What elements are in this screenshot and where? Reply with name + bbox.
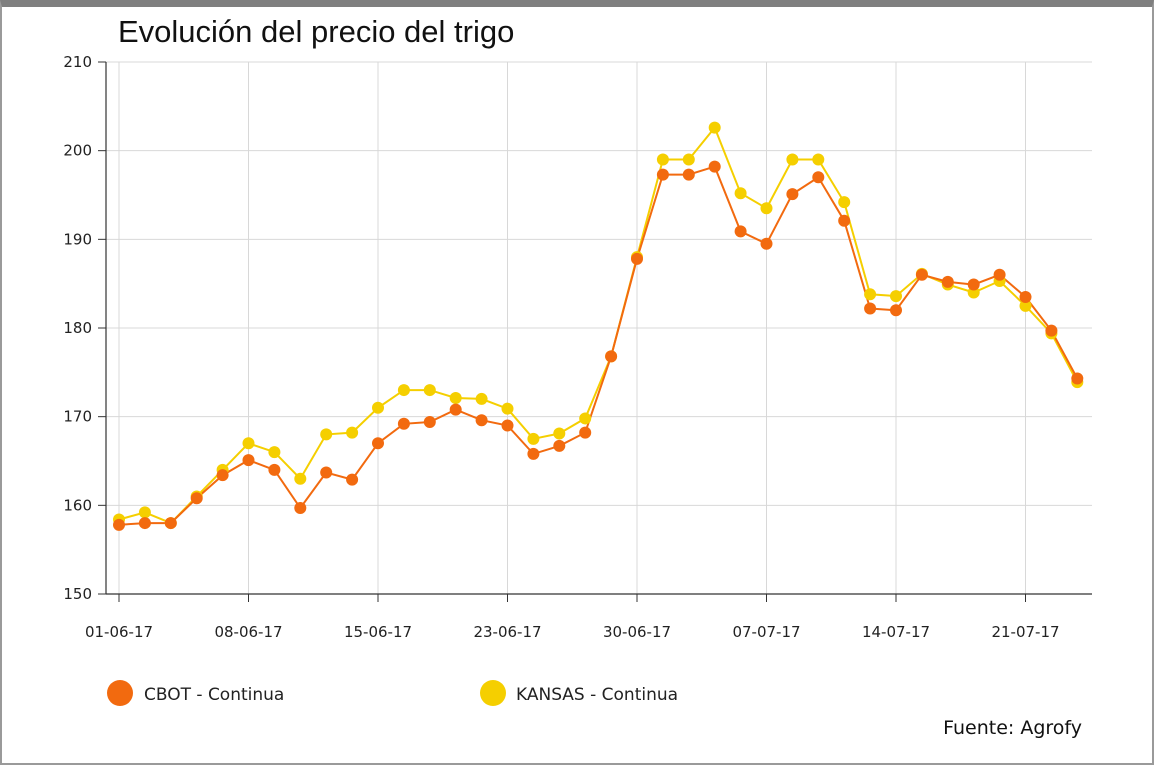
data-point-cbot [890,304,902,317]
data-point-cbot [294,501,307,514]
series-line-kansas [118,125,1079,525]
data-point-cbot [475,414,488,427]
data-point-kansas [553,427,566,440]
x-tick-label: 01-06-17 [85,623,153,641]
data-point-cbot [268,463,281,476]
data-point-cbot [553,439,566,452]
y-tick-label: 200 [63,142,92,160]
data-point-cbot [1019,290,1032,303]
data-point-cbot [734,225,747,238]
data-point-kansas [786,153,799,166]
data-point-cbot [605,350,618,363]
data-point-cbot [993,268,1006,281]
data-point-kansas [812,153,825,166]
data-point-cbot [397,417,410,430]
y-tick-label: 170 [63,408,92,426]
data-point-cbot [941,275,954,288]
data-point-cbot [838,214,851,227]
data-point-kansas [242,437,255,450]
x-tick-label: 15-06-17 [344,623,412,641]
data-point-kansas [397,384,410,397]
data-point-kansas [346,426,359,439]
data-point-cbot [967,278,980,291]
y-tick-label: 160 [63,496,92,514]
x-tick-label: 23-06-17 [473,623,541,641]
data-point-kansas [423,384,436,397]
data-point-cbot [113,518,125,531]
data-point-kansas [864,288,877,301]
data-point-cbot [682,168,695,181]
series-line-cbot [118,165,1079,526]
y-tick-label: 180 [63,319,92,337]
data-point-cbot [138,517,151,530]
x-tick-label: 08-06-17 [214,623,282,641]
data-point-cbot [527,447,540,460]
data-point-kansas [268,446,281,459]
data-point-cbot [812,171,825,184]
data-point-kansas [501,402,514,415]
data-point-cbot [1071,372,1084,385]
legend-label-cbot: CBOT - Continua [144,685,284,705]
data-point-kansas [734,187,747,200]
x-tick-label: 07-07-17 [732,623,800,641]
data-point-cbot [372,437,384,450]
data-point-kansas [579,412,592,425]
data-point-cbot [760,237,773,250]
data-point-cbot [190,492,203,505]
x-tick-label: 30-06-17 [603,623,671,641]
data-point-cbot [631,252,643,265]
data-point-kansas [372,401,384,414]
x-tick-label: 21-07-17 [991,623,1059,641]
data-point-kansas [475,392,488,405]
y-tick-label: 150 [63,585,92,603]
data-point-kansas [656,153,669,166]
y-tick-label: 210 [63,53,92,71]
data-point-cbot [786,188,799,201]
data-point-cbot [656,168,669,181]
data-point-kansas [838,196,851,209]
data-point-kansas [138,506,151,519]
data-point-cbot [864,302,877,315]
legend-marker-cbot [107,680,133,706]
data-point-kansas [1019,299,1032,312]
data-point-cbot [708,160,721,173]
data-point-cbot [423,415,436,428]
data-point-kansas [890,290,902,303]
data-point-cbot [579,426,592,439]
data-point-cbot [915,268,928,281]
data-point-kansas [682,153,695,166]
data-point-cbot [346,473,359,486]
chart-title: Evolución del precio del trigo [118,14,515,49]
data-point-kansas [449,392,462,405]
data-point-kansas [320,428,333,441]
data-point-cbot [501,419,514,432]
data-point-cbot [216,469,229,482]
data-point-kansas [708,121,721,134]
data-point-kansas [294,472,307,485]
data-point-cbot [164,517,177,530]
y-tick-label: 190 [63,230,92,248]
legend-label-kansas: KANSAS - Continua [516,685,678,705]
source-label: Fuente: Agrofy [943,717,1082,739]
data-point-kansas [760,202,773,215]
data-point-cbot [449,403,462,416]
data-point-cbot [320,466,333,479]
data-point-cbot [1045,324,1058,337]
x-tick-label: 14-07-17 [862,623,930,641]
data-point-cbot [242,454,255,467]
legend-marker-kansas [480,680,506,706]
data-point-kansas [527,432,540,445]
